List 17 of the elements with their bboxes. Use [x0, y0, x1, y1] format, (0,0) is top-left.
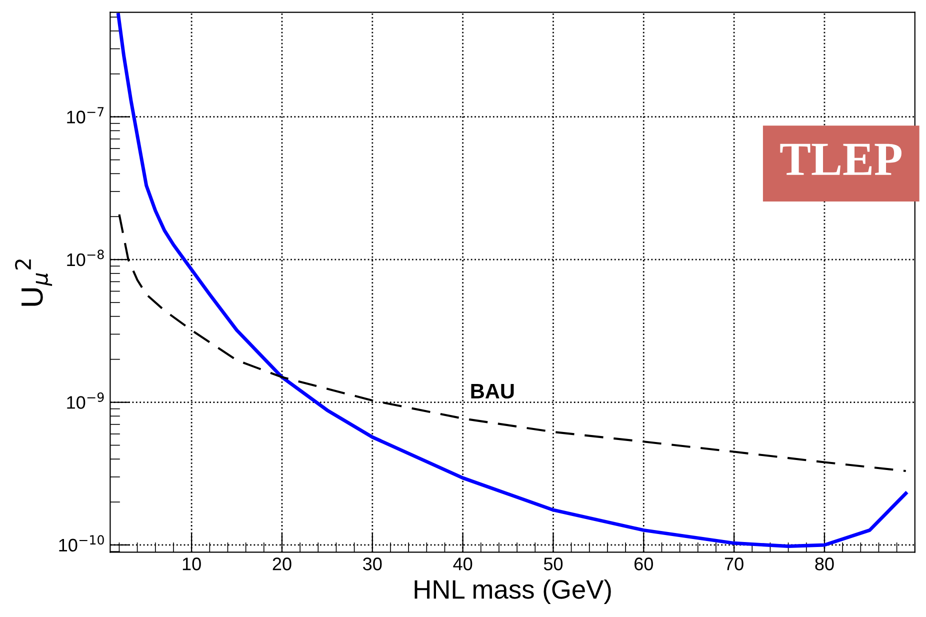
- x-tick-label: 60: [634, 558, 653, 570]
- x-tick-label: 20: [272, 558, 292, 570]
- x-tick-label: 10: [182, 558, 201, 570]
- x-tick-label: 40: [453, 558, 472, 570]
- x-tick-label: 50: [544, 558, 563, 570]
- x-tick-label: 80: [815, 558, 834, 570]
- x-axis-title: HNL mass (GeV): [414, 579, 611, 604]
- annotation: TLEP: [780, 144, 902, 175]
- annotation: BAU: [471, 384, 514, 399]
- y-tick-label: 10$^{−8}$: [67, 250, 104, 266]
- x-tick-label: 30: [363, 558, 382, 570]
- y-tick-label: 10$^{−7}$: [67, 107, 104, 124]
- y-tick-label: 10$^{−10}$: [59, 535, 104, 552]
- x-tick-label: 70: [724, 558, 744, 570]
- y-tick-label: 10$^{−9}$: [67, 392, 104, 409]
- y-axis-title: U$_{μ}$$^{2}$: [15, 260, 52, 306]
- line-series: [116, 12, 908, 548]
